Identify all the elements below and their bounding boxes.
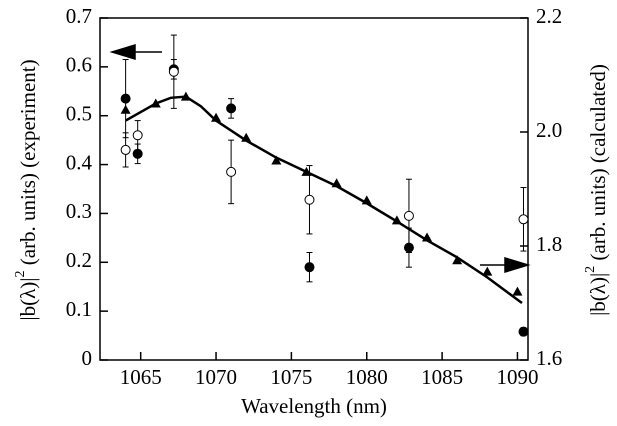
x-tick-label: 1070 [195,365,237,389]
plot-frame [99,17,529,361]
circle-point [518,214,529,225]
circle-point [120,144,131,155]
triangle-point [120,104,131,114]
x-tick-label: 1090 [496,365,538,389]
circle-point [518,326,529,337]
y-tick-label: 0.1 [66,297,92,321]
y-tick-label: 0.4 [66,150,93,174]
circle-point [304,262,315,273]
circle-point [168,66,179,77]
x-tick-label: 1075 [270,365,312,389]
y2-tick-label: 2.2 [536,4,562,28]
x-tick-label: 1080 [346,365,388,389]
y2-axis-label: |b(λ)|2 (arb. units) (calculated) [583,64,610,316]
y-tick-label: 0.3 [66,199,92,223]
y-tick-label: 0.7 [66,4,92,28]
circle-point [226,166,237,177]
circle-point [226,103,237,114]
y-tick-label: 0.6 [66,53,92,77]
y2-label-base: |b(λ)| [586,273,610,316]
y-tick-label: 0.2 [66,248,92,272]
triangle-point [482,266,493,276]
arrow-right-head [504,256,531,274]
y-label-base: |b(λ)| [16,278,40,321]
y-tick-label: 0.5 [66,102,92,126]
y-axis-label: |b(λ)|2 (arb. units) (experiment) [13,59,40,320]
calculated-curve [125,95,523,305]
y-label-exponent: 2 [13,271,28,278]
x-tick-label: 1085 [421,365,463,389]
y-label-text: (arb. units) (experiment) [16,59,40,270]
triangle-point [452,255,463,265]
y2-label-text: (arb. units) (calculated) [586,64,610,266]
circle-point [132,130,143,141]
y-tick-label: 0 [82,346,93,370]
circle-point [403,210,414,221]
x-axis-label: Wavelength (nm) [241,394,387,418]
circle-point [132,148,143,159]
circle-point [304,194,315,205]
y2-tick-label: 1.8 [536,232,562,256]
y2-label-exponent: 2 [583,266,598,273]
y2-tick-label: 1.6 [536,346,562,370]
x-tick-label: 1065 [120,365,162,389]
arrows [109,43,531,274]
triangle-point [271,155,282,165]
arrow-left-head [109,43,136,61]
circle-point [120,93,131,104]
y2-tick-label: 2.0 [536,118,562,142]
triangle-point [512,286,523,296]
